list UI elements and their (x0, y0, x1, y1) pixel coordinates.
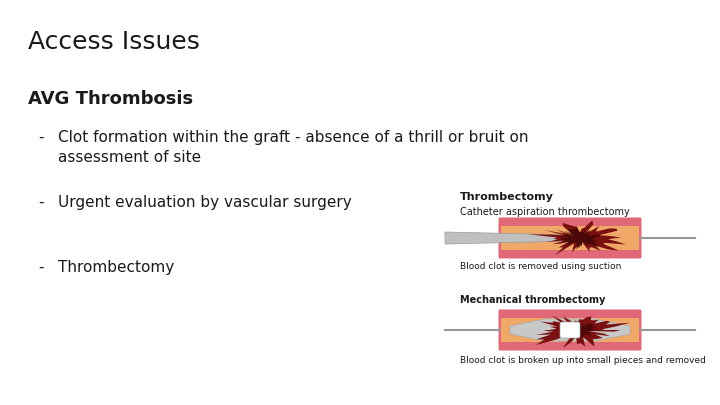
Polygon shape (528, 220, 626, 256)
Text: Clot formation within the graft - absence of a thrill or bruit on: Clot formation within the graft - absenc… (58, 130, 528, 145)
FancyBboxPatch shape (560, 322, 580, 338)
Text: Blood clot is removed using suction: Blood clot is removed using suction (460, 262, 621, 271)
Polygon shape (510, 319, 630, 341)
Polygon shape (560, 321, 601, 339)
FancyBboxPatch shape (498, 217, 642, 258)
Text: assessment of site: assessment of site (58, 150, 201, 165)
Polygon shape (559, 226, 600, 249)
Text: Thrombectomy: Thrombectomy (460, 192, 554, 202)
Text: -: - (38, 195, 43, 210)
Text: -: - (38, 260, 43, 275)
Polygon shape (536, 316, 630, 348)
Text: Thrombectomy: Thrombectomy (58, 260, 174, 275)
Text: AVG Thrombosis: AVG Thrombosis (28, 90, 193, 108)
Text: Access Issues: Access Issues (28, 30, 200, 54)
Text: Urgent evaluation by vascular surgery: Urgent evaluation by vascular surgery (58, 195, 352, 210)
FancyBboxPatch shape (498, 309, 642, 350)
FancyBboxPatch shape (501, 226, 639, 250)
Text: Catheter aspiration thrombectomy: Catheter aspiration thrombectomy (460, 207, 630, 217)
Text: -: - (38, 130, 43, 145)
Text: Blood clot is broken up into small pieces and removed: Blood clot is broken up into small piece… (460, 356, 706, 365)
Text: Mechanical thrombectomy: Mechanical thrombectomy (460, 295, 606, 305)
FancyBboxPatch shape (501, 318, 639, 342)
Polygon shape (445, 232, 582, 244)
